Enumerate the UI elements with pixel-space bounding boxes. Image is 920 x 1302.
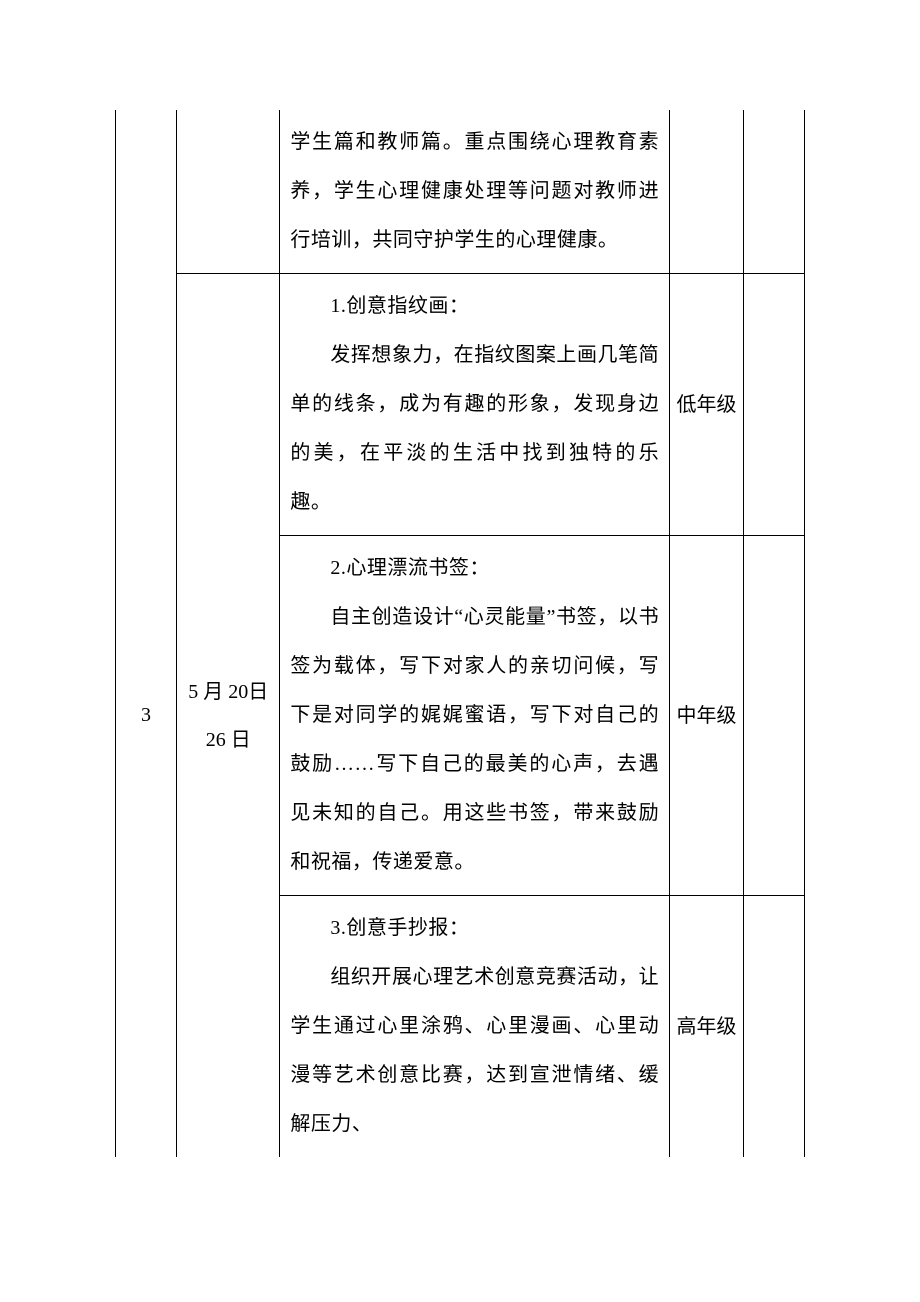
grade-text: 高年级 bbox=[676, 1016, 736, 1038]
content-cell: 学生篇和教师篇。重点围绕心理教育素养，学生心理健康处理等问题对教师进行培训，共同… bbox=[280, 110, 670, 274]
remark-cell bbox=[743, 536, 804, 896]
grade-text: 低年级 bbox=[676, 394, 736, 416]
activity-body: 自主创造设计“心灵能量”书签，以书签为载体，写下对家人的亲切问候，写下是对同学的… bbox=[290, 593, 659, 887]
grade-cell bbox=[670, 110, 744, 274]
schedule-table: 学生篇和教师篇。重点围绕心理教育素养，学生心理健康处理等问题对教师进行培训，共同… bbox=[115, 110, 805, 1157]
activity-body: 发挥想象力，在指纹图案上画几笔简单的线条，成为有趣的形象，发现身边的美，在平淡的… bbox=[290, 331, 659, 527]
remark-cell bbox=[743, 110, 804, 274]
date-cell: 5 月 20日 26 日 bbox=[177, 274, 280, 1158]
grade-cell: 中年级 bbox=[670, 536, 744, 896]
grade-cell: 低年级 bbox=[670, 274, 744, 536]
content-text: 学生篇和教师篇。重点围绕心理教育素养，学生心理健康处理等问题对教师进行培训，共同… bbox=[290, 118, 659, 265]
activity-title: 1.创意指纹画： bbox=[290, 282, 659, 331]
activity-body: 组织开展心理艺术创意竞赛活动，让学生通过心里涂鸦、心里漫画、心里动漫等艺术创意比… bbox=[290, 953, 659, 1149]
seq-cell bbox=[116, 110, 177, 274]
content-cell: 1.创意指纹画： 发挥想象力，在指纹图案上画几笔简单的线条，成为有趣的形象，发现… bbox=[280, 274, 670, 536]
grade-cell: 高年级 bbox=[670, 896, 744, 1158]
grade-text: 中年级 bbox=[676, 705, 736, 727]
remark-cell bbox=[743, 274, 804, 536]
remark-cell bbox=[743, 896, 804, 1158]
date-cell bbox=[177, 110, 280, 274]
content-cell: 3.创意手抄报： 组织开展心理艺术创意竞赛活动，让学生通过心里涂鸦、心里漫画、心… bbox=[280, 896, 670, 1158]
activity-title: 3.创意手抄报： bbox=[290, 904, 659, 953]
content-cell: 2.心理漂流书签： 自主创造设计“心灵能量”书签，以书签为载体，写下对家人的亲切… bbox=[280, 536, 670, 896]
date-text: 5 月 20日 26 日 bbox=[188, 681, 268, 751]
table-row: 学生篇和教师篇。重点围绕心理教育素养，学生心理健康处理等问题对教师进行培训，共同… bbox=[116, 110, 805, 274]
table-row: 3 5 月 20日 26 日 1.创意指纹画： 发挥想象力，在指纹图案上画几笔简… bbox=[116, 274, 805, 536]
seq-number: 3 bbox=[141, 704, 151, 726]
activity-title: 2.心理漂流书签： bbox=[290, 544, 659, 593]
seq-cell: 3 bbox=[116, 274, 177, 1158]
